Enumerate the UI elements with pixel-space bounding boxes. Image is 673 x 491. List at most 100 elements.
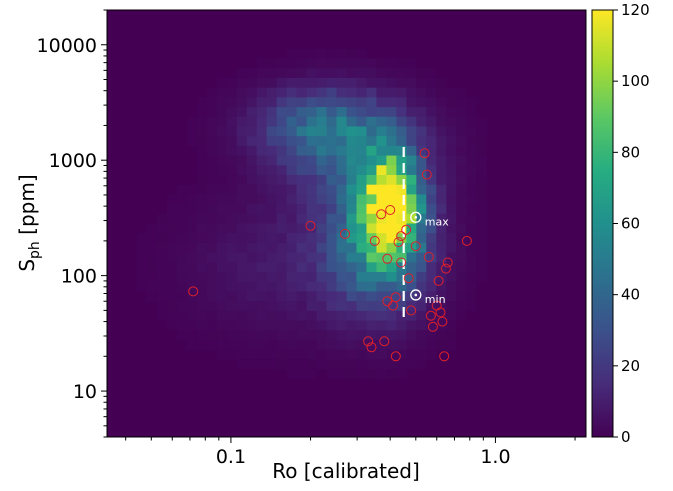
heatmap-cell <box>426 213 437 224</box>
heatmap-cell <box>436 291 447 302</box>
colorbar-ticks: 0 20 40 60 80 100 120 <box>613 1 650 446</box>
heatmap-cell <box>286 310 298 321</box>
heatmap-cell <box>416 194 427 205</box>
heatmap-cell <box>426 262 437 273</box>
heatmap-cell <box>166 301 178 312</box>
heatmap-cell <box>246 145 258 156</box>
heatmap-cell <box>476 204 487 215</box>
heatmap-cell <box>226 233 238 244</box>
heatmap-cell <box>386 320 397 331</box>
heatmap-cell <box>146 291 158 302</box>
heatmap-cell <box>166 204 178 215</box>
heatmap-cell <box>326 291 337 302</box>
heatmap-cell <box>176 262 188 273</box>
heatmap-cell <box>396 291 407 302</box>
heatmap-cell <box>226 291 238 302</box>
heatmap-cell <box>386 262 397 273</box>
heatmap-cell <box>156 291 168 302</box>
heatmap-cell <box>226 116 238 127</box>
heatmap-cell <box>296 301 307 312</box>
heatmap-cell <box>296 223 307 234</box>
annotation-marker-max <box>410 211 422 223</box>
heatmap-cell <box>296 68 307 79</box>
heatmap-cell <box>186 213 198 224</box>
heatmap-cell <box>306 87 317 98</box>
heatmap-cell <box>346 58 357 69</box>
heatmap-cell <box>216 174 228 186</box>
heatmap-cell <box>216 252 228 263</box>
heatmap-cell <box>316 330 327 341</box>
heatmap-cell <box>356 291 367 302</box>
heatmap-cell <box>296 87 307 98</box>
heatmap-cell <box>326 339 337 351</box>
heatmap-cell <box>196 233 208 244</box>
heatmap-cell <box>436 252 447 263</box>
heatmap-cell <box>376 204 387 215</box>
heatmap-cell <box>136 252 148 263</box>
heatmap-cell <box>376 320 387 331</box>
heatmap-cell <box>376 223 387 234</box>
heatmap-cell <box>256 107 268 118</box>
heatmap-cell <box>256 116 268 127</box>
heatmap-cell <box>236 272 248 283</box>
heatmap-cell <box>356 126 367 137</box>
colorbar-tick-label: 100 <box>621 72 650 90</box>
heatmap-cell <box>166 291 178 302</box>
heatmap-cell <box>406 155 417 166</box>
heatmap-cell <box>476 155 487 166</box>
heatmap-cell <box>306 204 317 215</box>
heatmap-cell <box>276 184 288 195</box>
heatmap-cell <box>216 194 228 205</box>
heatmap-cell <box>316 320 327 331</box>
heatmap-cell <box>326 252 337 263</box>
heatmap-cell <box>166 320 178 331</box>
heatmap-cell <box>196 145 208 156</box>
heatmap-cell <box>456 252 467 263</box>
heatmap-cell <box>376 369 387 380</box>
heatmap-cell <box>326 126 337 137</box>
heatmap-cell <box>286 174 298 186</box>
colorbar-tick-label: 20 <box>621 357 640 375</box>
heatmap-cell <box>256 349 268 360</box>
heatmap-cell <box>226 349 238 360</box>
heatmap-cell <box>476 116 487 127</box>
star-marker <box>427 321 438 332</box>
heatmap-cell <box>186 116 198 127</box>
heatmap-cell <box>166 242 178 254</box>
heatmap-cell <box>276 204 288 215</box>
heatmap-cell <box>226 165 238 176</box>
heatmap-cell <box>356 213 367 224</box>
heatmap-cell <box>456 116 467 127</box>
heatmap-cell <box>236 204 248 215</box>
heatmap-cell <box>346 48 357 59</box>
heatmap-cell <box>386 204 397 215</box>
heatmap-cell <box>476 194 487 205</box>
star-marker <box>393 237 404 248</box>
heatmap-cell <box>206 155 218 166</box>
heatmap-cell <box>416 116 427 127</box>
heatmap-cell <box>356 184 367 195</box>
heatmap-cell <box>356 97 367 108</box>
heatmap-cell <box>426 174 437 186</box>
heatmap-cell <box>266 68 278 79</box>
star-marker <box>442 257 453 268</box>
heatmap-cell <box>176 184 188 195</box>
heatmap-cell <box>266 97 278 108</box>
heatmap-cell <box>206 233 218 244</box>
heatmap-cell <box>256 194 268 205</box>
annotation-dot-max <box>414 216 418 219</box>
heatmap-cell <box>206 301 218 312</box>
heatmap-cell <box>426 107 437 118</box>
heatmap-cell <box>406 204 417 215</box>
heatmap-cell <box>456 301 467 312</box>
heatmap-cell <box>206 165 218 176</box>
heatmap-cell <box>316 310 327 321</box>
heatmap-cell <box>326 349 337 360</box>
star-markers <box>188 148 472 362</box>
heatmap-cell <box>456 145 467 156</box>
heatmap-cell <box>276 272 288 283</box>
heatmap-cell <box>246 339 258 351</box>
heatmap-cell <box>356 281 367 292</box>
heatmap-cell <box>336 369 347 380</box>
heatmap-cell <box>376 145 387 156</box>
